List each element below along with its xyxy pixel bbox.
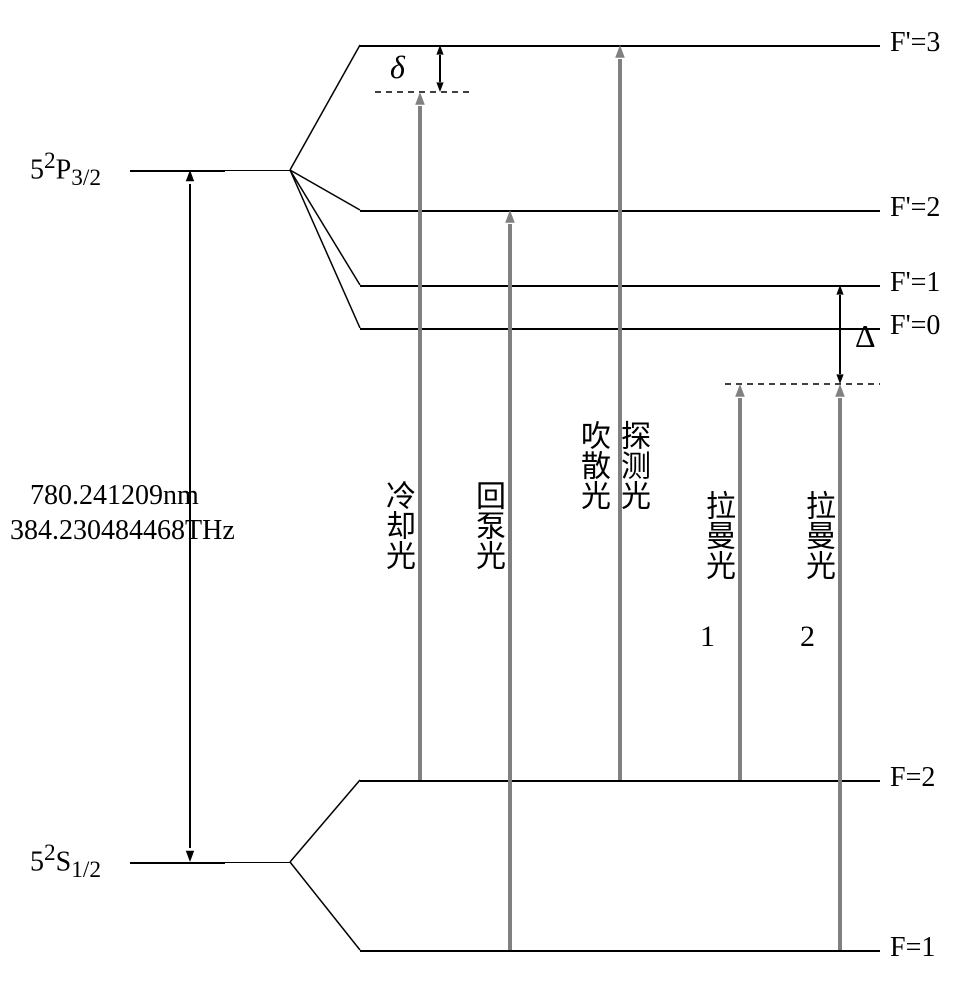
wavelength-label: 780.241209nm (30, 480, 199, 512)
delta-small-label: δ (390, 49, 405, 86)
arrow-label-raman1: 拉曼光 (695, 490, 739, 580)
delta-big-label: Δ (855, 318, 876, 355)
arrow-label-raman2-digit: 2 (800, 620, 815, 654)
energy-level-diagram: 52P3/252S1/2F'=3F'=2F'=1F'=0F=2F=1780.24… (0, 0, 970, 1000)
arrow-label-blow-1: 吹散光 (570, 420, 614, 510)
arrow-label-cooling: 冷却光 (375, 480, 419, 570)
frequency-label: 384.230484468THz (10, 515, 235, 547)
arrow-label-blow-2: 探测光 (610, 420, 654, 510)
arrow-label-raman2: 拉曼光 (795, 490, 839, 580)
arrow-label-raman1-digit: 1 (700, 620, 715, 654)
arrow-label-repump: 回泵光 (465, 480, 509, 570)
